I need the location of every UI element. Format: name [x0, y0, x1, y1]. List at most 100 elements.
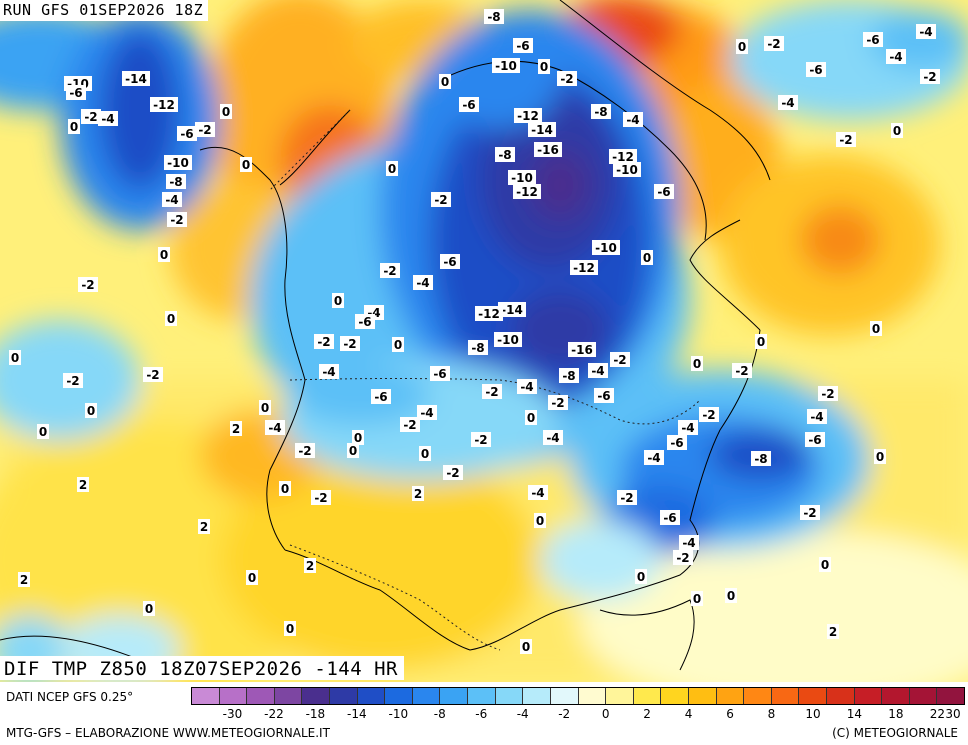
svg-text:-16: -16 [571, 343, 593, 357]
contour-label: -2 [443, 465, 463, 480]
contour-label: 0 [352, 430, 364, 445]
legend-tick: -14 [347, 707, 367, 721]
svg-text:-10: -10 [511, 171, 533, 185]
contour-label: 0 [755, 334, 767, 349]
contour-label: 0 [874, 449, 886, 464]
svg-text:0: 0 [145, 602, 153, 616]
svg-text:-6: -6 [670, 436, 683, 450]
svg-text:-6: -6 [374, 390, 387, 404]
legend-tick: 8 [767, 707, 776, 721]
contour-label: -2 [311, 490, 331, 505]
legend-swatch [219, 688, 248, 704]
contour-label: -2 [818, 386, 838, 401]
contour-label: 2 [412, 486, 424, 501]
legend-tick: -30 [222, 707, 243, 721]
svg-text:0: 0 [167, 312, 175, 326]
contour-label: -4 [528, 485, 548, 500]
legend-swatch [882, 688, 910, 704]
legend-swatch [827, 688, 855, 704]
svg-text:-12: -12 [517, 109, 539, 123]
svg-text:0: 0 [160, 248, 168, 262]
contour-label: -4 [588, 363, 608, 378]
svg-text:-2: -2 [81, 278, 94, 292]
svg-text:0: 0 [394, 338, 402, 352]
contour-label: 0 [158, 247, 170, 262]
svg-text:0: 0 [738, 40, 746, 54]
contour-label: -14 [498, 302, 526, 317]
svg-text:0: 0 [693, 357, 701, 371]
legend-tick: 10 [805, 707, 821, 721]
contour-label: -2 [63, 373, 83, 388]
legend-swatch [523, 688, 551, 704]
contour-label: -4 [778, 95, 798, 110]
legend-tick: -18 [305, 707, 326, 721]
contour-label: -4 [417, 405, 437, 420]
contour-label: -6 [805, 432, 825, 447]
legend-swatch [578, 688, 607, 704]
contour-label: 0 [891, 123, 903, 138]
svg-text:-6: -6 [657, 185, 670, 199]
svg-text:-8: -8 [169, 175, 182, 189]
run-title: RUN GFS 01SEP2026 18Z [0, 0, 209, 21]
svg-text:-2: -2 [551, 396, 564, 410]
svg-text:0: 0 [281, 482, 289, 496]
contour-label: -2 [699, 407, 719, 422]
contour-label: -4 [319, 364, 339, 379]
contour-label: 0 [870, 321, 882, 336]
contour-label: 0 [9, 350, 21, 365]
svg-text:2: 2 [829, 625, 837, 639]
contour-label: -6 [371, 389, 391, 404]
contour-label: 0 [85, 403, 97, 418]
forecast-title: DIF TMP Z850 18Z07SEP2026 -144 HR [0, 656, 404, 680]
legend-tick: -22 [264, 707, 284, 721]
svg-text:-2: -2 [66, 374, 79, 388]
svg-text:0: 0 [522, 640, 530, 654]
svg-text:2: 2 [306, 559, 314, 573]
svg-text:-2: -2 [923, 70, 936, 84]
contour-label: -4 [517, 379, 537, 394]
svg-text:0: 0 [876, 450, 884, 464]
contour-label: 0 [386, 161, 398, 176]
svg-text:-12: -12 [153, 98, 175, 112]
contour-label: 0 [525, 410, 537, 425]
svg-text:-6: -6 [808, 433, 821, 447]
svg-text:-4: -4 [268, 421, 281, 435]
legend-tick: 0 [601, 707, 610, 721]
svg-text:-2: -2 [767, 37, 780, 51]
svg-text:-4: -4 [416, 276, 429, 290]
contour-label: -8 [559, 368, 579, 383]
map-canvas: -8-6-10 0-20-6-12 -8-4-14-8 -16 -12-10-10-12… [0, 0, 968, 682]
contour-label: 0 [392, 337, 404, 352]
contour-label: -12 [475, 306, 503, 321]
svg-text:0: 0 [536, 514, 544, 528]
svg-text:-4: -4 [810, 410, 823, 424]
svg-text:-10: -10 [497, 333, 519, 347]
svg-text:-12: -12 [478, 307, 500, 321]
svg-text:-2: -2 [474, 433, 487, 447]
contour-label: -12 [570, 260, 598, 275]
contour-label: -2 [195, 122, 215, 137]
svg-text:-6: -6 [866, 33, 879, 47]
svg-text:-4: -4 [520, 380, 533, 394]
svg-text:-6: -6 [69, 86, 82, 100]
legend-swatch [744, 688, 772, 704]
svg-text:-10: -10 [616, 163, 638, 177]
contour-label: -2 [732, 363, 752, 378]
contour-label: 0 [165, 311, 177, 326]
svg-text:-10: -10 [595, 241, 617, 255]
legend-swatch [661, 688, 689, 704]
contour-label: -6 [667, 435, 687, 450]
svg-text:0: 0 [388, 162, 396, 176]
contour-label: -10 [164, 155, 192, 170]
svg-text:-2: -2 [343, 337, 356, 351]
contour-label: 2 [827, 624, 839, 639]
svg-text:-2: -2 [314, 491, 327, 505]
legend-swatch [909, 688, 938, 704]
svg-text:-12: -12 [573, 261, 595, 275]
contour-label: -2 [314, 334, 334, 349]
contour-label: -8 [751, 451, 771, 466]
contour-label: -4 [98, 111, 118, 126]
temperature-anomaly-map: -8 -6 -10 0 -2 0 -6 -12 -8 -4 -14 -8 -16 -12 -10 -10 -12… [0, 0, 968, 682]
legend-tick: 4 [684, 707, 693, 721]
